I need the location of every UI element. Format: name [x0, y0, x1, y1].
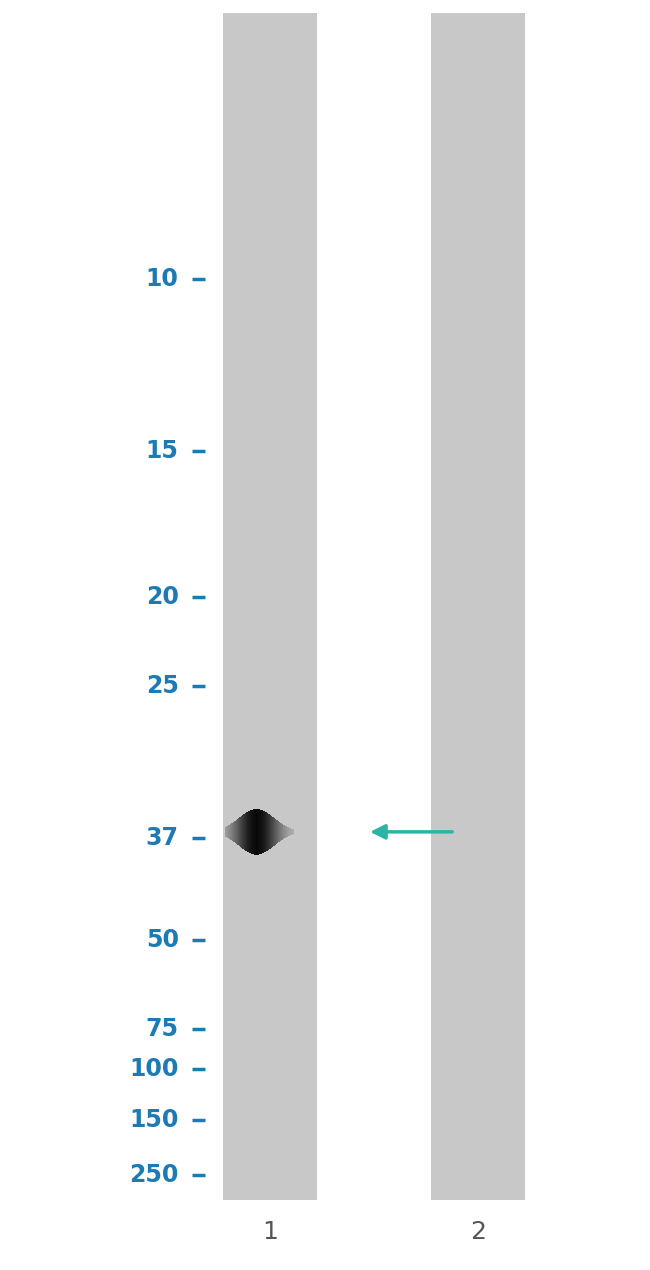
Text: 250: 250 [129, 1163, 179, 1186]
Text: 1: 1 [262, 1220, 278, 1243]
Text: 2: 2 [470, 1220, 486, 1243]
Text: 75: 75 [146, 1017, 179, 1040]
Text: 10: 10 [146, 268, 179, 291]
Bar [222, 13, 317, 1200]
Text: 25: 25 [146, 674, 179, 697]
Text: 20: 20 [146, 585, 179, 608]
Text: 15: 15 [146, 439, 179, 462]
Text: 100: 100 [129, 1058, 179, 1081]
Bar [430, 13, 525, 1200]
Text: 150: 150 [129, 1109, 179, 1132]
Text: 37: 37 [146, 827, 179, 850]
Text: 50: 50 [146, 928, 179, 951]
